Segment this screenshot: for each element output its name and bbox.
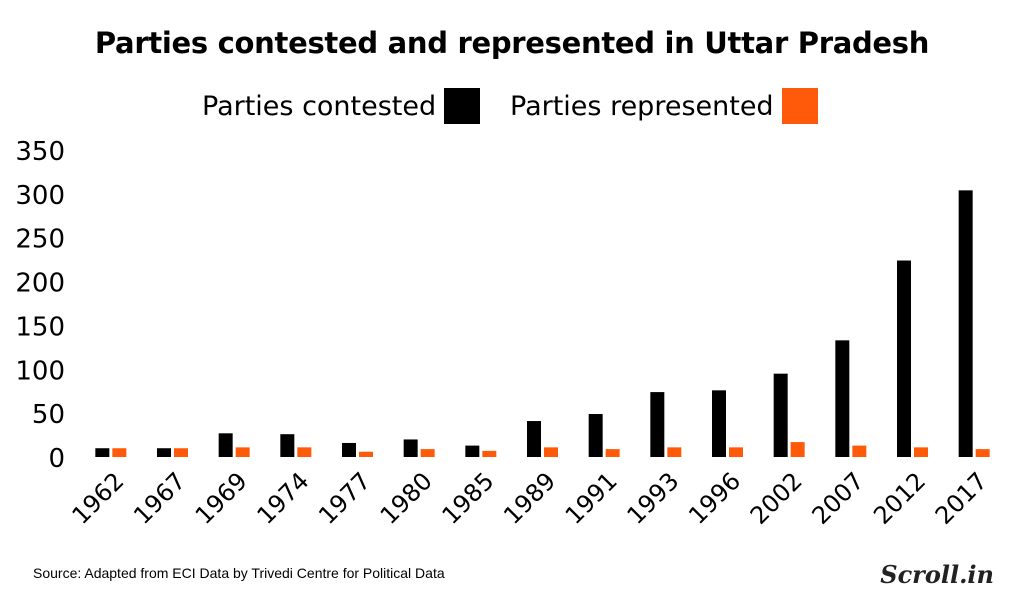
bar-chart: 0 50 100 150 200 250 300 350 1962196719691974197… bbox=[15, 137, 993, 530]
y-tick-label: 50 bbox=[32, 400, 65, 430]
x-tick-label: 1980 bbox=[375, 467, 438, 530]
bar-contested bbox=[403, 439, 418, 457]
bar-represented bbox=[790, 442, 805, 457]
bar-represented bbox=[852, 445, 867, 457]
brand-logo: Scroll.in bbox=[880, 560, 994, 589]
x-tick-label: 2007 bbox=[807, 467, 870, 530]
bar-contested bbox=[95, 448, 110, 457]
x-tick-label: 2012 bbox=[868, 467, 931, 530]
bar-represented bbox=[359, 451, 373, 457]
y-tick-label: 250 bbox=[15, 225, 65, 255]
bar-represented bbox=[482, 450, 497, 457]
legend-item-contested: Parties contested bbox=[202, 88, 481, 124]
bar-represented bbox=[544, 447, 558, 457]
bar-contested bbox=[897, 260, 911, 457]
chart-title: Parties contested and represented in Utt… bbox=[94, 26, 930, 60]
bar-contested bbox=[712, 390, 726, 457]
x-tick-label: 1991 bbox=[560, 467, 623, 530]
x-tick-label: 2017 bbox=[930, 467, 993, 530]
y-tick-label: 300 bbox=[15, 181, 65, 211]
bar-contested bbox=[588, 414, 603, 457]
legend-swatch-contested bbox=[444, 88, 481, 124]
legend: Parties contested Parties represented bbox=[0, 88, 1024, 128]
x-tick-label: 1967 bbox=[128, 467, 191, 530]
legend-label-represented: Parties represented bbox=[510, 90, 774, 122]
bar-represented bbox=[112, 448, 127, 457]
bar-represented bbox=[975, 449, 990, 457]
x-tick-label: 1985 bbox=[437, 467, 500, 530]
bar-contested bbox=[465, 445, 480, 457]
x-tick-label: 2002 bbox=[745, 467, 808, 530]
bar-contested bbox=[218, 433, 233, 457]
y-tick-label: 100 bbox=[15, 356, 65, 386]
bar-contested bbox=[342, 442, 356, 457]
x-tick-label: 1969 bbox=[190, 467, 253, 530]
bar-represented bbox=[174, 448, 188, 457]
bar-represented bbox=[297, 447, 312, 457]
y-tick-label: 150 bbox=[15, 312, 65, 342]
x-tick-label: 1977 bbox=[313, 467, 376, 530]
y-tick-label: 200 bbox=[15, 269, 65, 299]
bar-represented bbox=[420, 449, 435, 457]
legend-item-represented: Parties represented bbox=[510, 88, 818, 124]
x-tick-label: 1996 bbox=[683, 467, 746, 530]
bar-contested bbox=[157, 448, 171, 457]
x-tick-label: 1993 bbox=[622, 467, 685, 530]
legend-swatch-represented bbox=[781, 88, 818, 124]
bar-represented bbox=[729, 447, 743, 457]
bar-represented bbox=[235, 447, 250, 457]
source-note: Source: Adapted from ECI Data by Trivedi… bbox=[33, 565, 445, 581]
bar-contested bbox=[773, 373, 788, 457]
x-tick-label: 1974 bbox=[252, 467, 315, 530]
x-tick-label: 1989 bbox=[498, 467, 561, 530]
bar-contested bbox=[835, 340, 850, 457]
y-tick-label: 350 bbox=[15, 137, 65, 167]
bar-represented bbox=[914, 447, 928, 457]
bar-represented bbox=[667, 447, 682, 457]
legend-label-contested: Parties contested bbox=[202, 90, 437, 122]
bar-represented bbox=[605, 449, 620, 457]
bar-contested bbox=[527, 421, 541, 457]
y-tick-label: 0 bbox=[48, 444, 65, 474]
x-tick-label: 1962 bbox=[67, 467, 130, 530]
bar-contested bbox=[280, 434, 295, 457]
bar-contested bbox=[650, 392, 665, 457]
bar-contested bbox=[958, 190, 973, 457]
